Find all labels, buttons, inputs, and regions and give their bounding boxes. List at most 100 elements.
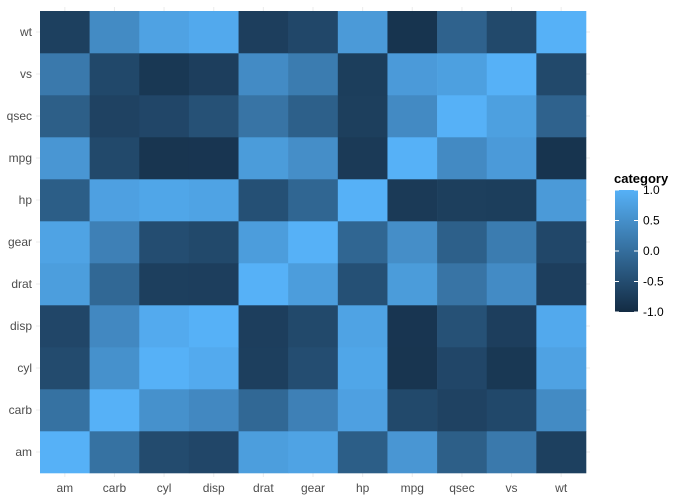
tile-am-cyl [40,347,90,390]
tile-wt-wt [536,11,587,54]
tile-carb-qsec [89,95,140,138]
tile-mpg-cyl [387,347,438,390]
tile-wt-am [536,431,587,474]
tile-am-gear [40,221,90,264]
tile-disp-wt [188,11,239,54]
tile-drat-am [238,431,289,474]
y-tick-label: gear [8,235,32,249]
tile-hp-wt [337,11,388,54]
tile-hp-am [337,431,388,474]
x-tick-label: mpg [401,481,424,495]
tile-gear-wt [288,11,339,54]
tile-gear-vs [288,53,339,96]
tile-disp-drat [188,263,239,306]
tile-gear-cyl [288,347,339,390]
tile-am-drat [40,263,90,306]
tile-wt-mpg [536,137,587,180]
tile-hp-carb [337,389,388,432]
tile-vs-wt [486,11,537,54]
tile-mpg-vs [387,53,438,96]
tile-cyl-carb [139,389,190,432]
tile-vs-qsec [486,95,537,138]
tile-gear-carb [288,389,339,432]
tile-mpg-mpg [387,137,438,180]
tile-gear-gear [288,221,339,264]
tile-qsec-hp [437,179,488,222]
tile-cyl-wt [139,11,190,54]
y-tick-label: drat [11,277,32,291]
tile-qsec-carb [437,389,488,432]
tile-drat-disp [238,305,289,348]
tile-vs-mpg [486,137,537,180]
x-tick-label: hp [356,481,370,495]
x-tick-label: qsec [449,481,474,495]
tile-vs-gear [486,221,537,264]
tile-drat-mpg [238,137,289,180]
tile-disp-cyl [188,347,239,390]
tile-hp-disp [337,305,388,348]
tile-mpg-hp [387,179,438,222]
tile-mpg-am [387,431,438,474]
tile-wt-gear [536,221,587,264]
y-tick-label: cyl [17,361,32,375]
x-tick-label: gear [301,481,325,495]
tile-carb-mpg [89,137,140,180]
y-tick-label: am [15,445,32,459]
tile-drat-cyl [238,347,289,390]
tile-disp-hp [188,179,239,222]
y-tick-label: mpg [9,151,32,165]
x-tick-label: carb [103,481,127,495]
y-tick-label: qsec [7,109,32,123]
tile-qsec-vs [437,53,488,96]
tile-qsec-mpg [437,137,488,180]
x-tick-label: am [56,481,73,495]
tile-vs-carb [486,389,537,432]
tile-gear-disp [288,305,339,348]
tile-carb-disp [89,305,140,348]
tile-mpg-disp [387,305,438,348]
tile-hp-gear [337,221,388,264]
tile-mpg-carb [387,389,438,432]
x-tick-label: disp [203,481,225,495]
tile-mpg-drat [387,263,438,306]
tile-mpg-qsec [387,95,438,138]
tile-qsec-disp [437,305,488,348]
tile-am-vs [40,53,90,96]
legend-tick-label: 0.0 [643,244,660,258]
legend-colorbar [615,190,638,312]
tile-disp-carb [188,389,239,432]
legend-tick-label: 0.5 [643,214,660,228]
tile-cyl-am [139,431,190,474]
tile-cyl-cyl [139,347,190,390]
tile-cyl-mpg [139,137,190,180]
y-tick-label: disp [10,319,32,333]
tile-hp-cyl [337,347,388,390]
tile-carb-wt [89,11,140,54]
tile-drat-gear [238,221,289,264]
x-tick-label: drat [253,481,274,495]
tile-cyl-hp [139,179,190,222]
tile-gear-qsec [288,95,339,138]
tile-drat-qsec [238,95,289,138]
tile-vs-am [486,431,537,474]
tile-carb-vs [89,53,140,96]
tile-drat-wt [238,11,289,54]
tile-am-disp [40,305,90,348]
y-tick-label: wt [19,25,33,39]
tile-carb-cyl [89,347,140,390]
x-tick-label: vs [506,481,518,495]
tile-gear-mpg [288,137,339,180]
tile-hp-hp [337,179,388,222]
tile-carb-hp [89,179,140,222]
legend: category 1.0 0.5 0.0 -0.5 -1.0 [614,171,669,319]
tile-vs-hp [486,179,537,222]
heatmap-tiles [40,11,587,474]
tile-qsec-qsec [437,95,488,138]
tile-am-hp [40,179,90,222]
tile-am-am [40,431,90,474]
tile-qsec-am [437,431,488,474]
y-tick-label: vs [20,67,32,81]
tile-cyl-vs [139,53,190,96]
